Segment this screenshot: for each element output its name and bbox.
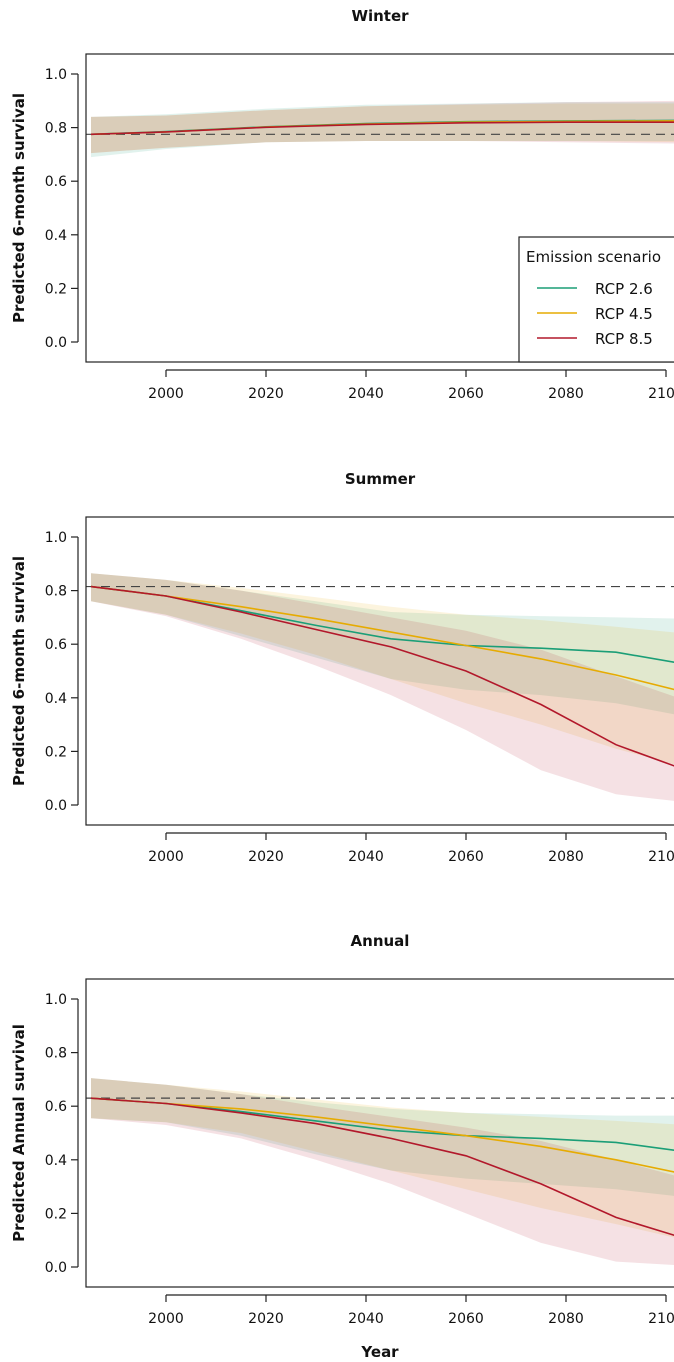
line-winter-rcp85 xyxy=(90,121,674,136)
x-tick-label-summer: 2080 xyxy=(548,849,584,865)
y-tick-label-annual: 0.4 xyxy=(45,1153,67,1169)
x-tick-label-winter: 2100 xyxy=(648,386,674,402)
x-tick-label-winter: 2000 xyxy=(148,386,184,402)
band-winter-rcp45 xyxy=(91,103,674,154)
panel-title-annual: Annual xyxy=(351,932,410,950)
x-tick-label-annual: 2020 xyxy=(248,1311,284,1327)
x-tick-label-winter: 2040 xyxy=(348,386,384,402)
legend-box xyxy=(518,236,674,363)
y-tick-label-winter: 1.0 xyxy=(45,67,67,83)
panel-annual: Annual 0.00.20.40.60.81.0 2000 2020 2040 20… xyxy=(10,932,674,1361)
line-annual-rcp85 xyxy=(90,1097,674,1237)
y-tick-label-annual: 0.6 xyxy=(45,1099,67,1115)
y-tick-label-summer: 0.2 xyxy=(45,744,67,760)
y-tick-label-summer: 0.4 xyxy=(45,691,67,707)
bands-summer xyxy=(91,573,674,801)
x-axis-label: Year xyxy=(360,1343,399,1361)
x-tick-label-summer: 2020 xyxy=(248,849,284,865)
band-annual-rcp45 xyxy=(91,1078,674,1238)
legend-label-rcp85: RCP 8.5 xyxy=(595,330,653,348)
panel-summer: Summer 0.00.20.40.60.81.0 2000 2020 2040 20… xyxy=(10,470,674,865)
bands-winter xyxy=(91,100,674,158)
y-tick-label-summer: 0.8 xyxy=(45,584,67,600)
y-tick-label-annual: 1.0 xyxy=(45,992,67,1008)
panel-title-summer: Summer xyxy=(345,470,416,488)
band-winter-rcp85 xyxy=(91,100,674,154)
legend-label-rcp26: RCP 2.6 xyxy=(595,280,653,298)
y-tick-label-winter: 0.8 xyxy=(45,121,67,137)
x-tick-label-winter: 2060 xyxy=(448,386,484,402)
x-tick-label-winter: 2020 xyxy=(248,386,284,402)
band-summer-rcp26 xyxy=(91,573,674,715)
x-tick-label-annual: 2100 xyxy=(648,1311,674,1327)
band-summer-rcp85 xyxy=(91,573,674,801)
x-tick-label-summer: 2100 xyxy=(648,849,674,865)
line-annual-rcp45 xyxy=(90,1097,674,1173)
y-axis-label-annual: Predicted Annual survival xyxy=(10,1024,28,1242)
legend: Emission scenario RCP 2.6 RCP 4.5 RCP 8.… xyxy=(518,236,674,363)
x-tick-label-summer: 2040 xyxy=(348,849,384,865)
band-annual-rcp85 xyxy=(91,1078,674,1265)
y-axis-label-summer: Predicted 6-month survival xyxy=(10,556,28,786)
y-tick-label-winter: 0.0 xyxy=(45,335,67,351)
x-axis-winter: 2000 2020 2040 2060 2080 2100 xyxy=(148,369,674,402)
line-summer-rcp45 xyxy=(90,585,674,691)
x-tick-label-winter: 2080 xyxy=(548,386,584,402)
y-axis-summer: 0.0 0.2 0.4 0.6 0.8 1.0 xyxy=(45,530,79,814)
y-tick-label-winter: 0.6 xyxy=(45,174,67,190)
plot-frame-annual xyxy=(85,978,674,1288)
bands-annual xyxy=(91,1078,674,1265)
y-tick-label-annual: 0.8 xyxy=(45,1046,67,1062)
y-axis-winter: 0.0 0.2 0.4 0.6 0.8 1.0 xyxy=(45,67,79,351)
y-tick-label-summer: 1.0 xyxy=(45,530,67,546)
line-summer-rcp85 xyxy=(90,585,674,767)
plot-frame-winter xyxy=(85,53,674,363)
band-summer-rcp45 xyxy=(91,573,674,765)
y-tick-label-annual: 0.0 xyxy=(45,1260,67,1276)
x-axis-annual: 2000 2020 2040 2060 2080 2100 xyxy=(148,1294,674,1327)
x-axis-summer: 2000 2020 2040 2060 2080 2100 xyxy=(148,832,674,865)
panel-winter: Winter 0.00.20.40.60.81.0 2000 2020 2040 20… xyxy=(10,7,674,402)
lines-annual xyxy=(90,1097,674,1237)
lines-summer xyxy=(90,585,674,767)
x-tick-label-summer: 2000 xyxy=(148,849,184,865)
y-axis-label-winter: Predicted 6-month survival xyxy=(10,93,28,323)
legend-label-rcp45: RCP 4.5 xyxy=(595,305,653,323)
y-tick-label-annual: 0.2 xyxy=(45,1206,67,1222)
panel-title-winter: Winter xyxy=(351,7,409,25)
y-tick-label-winter: 0.2 xyxy=(45,281,67,297)
lines-winter xyxy=(90,119,674,136)
x-tick-label-annual: 2060 xyxy=(448,1311,484,1327)
band-winter-rcp26 xyxy=(91,102,674,158)
legend-title: Emission scenario xyxy=(526,248,661,266)
y-tick-label-summer: 0.0 xyxy=(45,798,67,814)
x-tick-label-annual: 2040 xyxy=(348,1311,384,1327)
y-tick-label-winter: 0.4 xyxy=(45,228,67,244)
x-tick-label-summer: 2060 xyxy=(448,849,484,865)
x-tick-label-annual: 2080 xyxy=(548,1311,584,1327)
x-tick-label-annual: 2000 xyxy=(148,1311,184,1327)
y-tick-label-summer: 0.6 xyxy=(45,637,67,653)
plot-frame-summer xyxy=(85,516,674,826)
y-axis-annual: 0.0 0.2 0.4 0.6 0.8 1.0 xyxy=(45,992,79,1276)
